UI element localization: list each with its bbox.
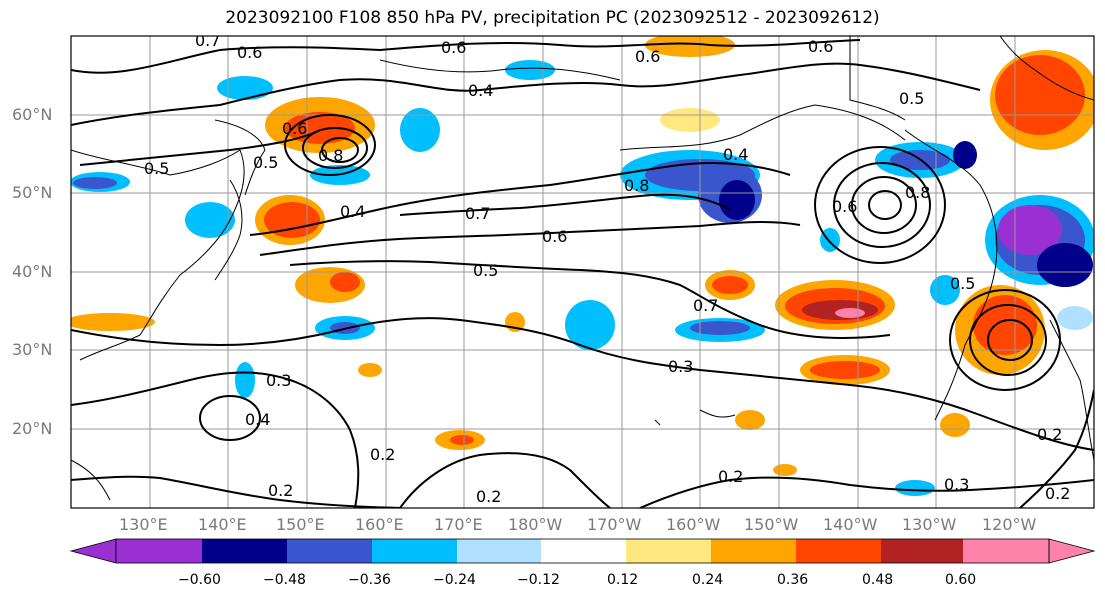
lon-label: 150°E	[276, 515, 325, 534]
contour-label: 0.4	[340, 202, 365, 221]
colorbar-tick-label: −0.24	[433, 572, 476, 588]
colorbar-tick-label: −0.12	[517, 572, 560, 588]
map-frame	[70, 35, 1095, 509]
contour-label: 0.4	[245, 410, 270, 429]
contour-label: 0.2	[718, 467, 743, 486]
contour-label: 0.3	[944, 475, 969, 494]
colorbar-tick-label: −0.36	[348, 572, 391, 588]
colorbar-swatch	[711, 539, 796, 563]
contour-label: 0.8	[318, 146, 343, 165]
contour-label: 0.6	[282, 119, 307, 138]
contour-label: 0.2	[268, 481, 293, 500]
colorbar-tick-label: 0.60	[945, 572, 977, 588]
lon-label: 120°W	[982, 515, 1037, 534]
contour-label: 0.7	[195, 31, 220, 50]
lon-label: 180°W	[508, 515, 563, 534]
colorbar-swatch	[796, 539, 881, 563]
lon-label: 130°W	[902, 515, 957, 534]
contour-label: 0.8	[624, 176, 649, 195]
contour-label: 0.5	[473, 261, 498, 280]
colorbar	[69, 538, 1096, 564]
colorbar-swatch	[541, 539, 626, 563]
lon-label: 130°E	[119, 515, 168, 534]
lon-label: 170°W	[587, 515, 642, 534]
colorbar-swatch	[116, 539, 202, 563]
contour-label: 0.7	[465, 204, 490, 223]
colorbar-tick-label: 0.24	[692, 572, 724, 588]
contour-label: 0.8	[905, 183, 930, 202]
contour-label: 0.3	[266, 371, 291, 390]
colorbar-tick-label: 0.48	[862, 572, 894, 588]
contour-label: 0.4	[723, 145, 748, 164]
colorbar-swatch	[457, 539, 541, 563]
lat-label-20n: 20°N	[12, 419, 53, 438]
contour-label: 0.6	[808, 37, 833, 56]
contour-label: 0.2	[1037, 425, 1062, 444]
contour-label: 0.2	[370, 445, 395, 464]
colorbar-tick-label: 0.36	[777, 572, 809, 588]
pv-contours	[71, 39, 1094, 508]
colorbar-swatch	[287, 539, 372, 563]
colorbar-extend-low	[69, 538, 117, 564]
contour-label: 0.6	[832, 197, 857, 216]
lat-label-60n: 60°N	[12, 105, 53, 124]
colorbar-tick-label: −0.48	[263, 572, 306, 588]
colorbar-swatch	[881, 539, 963, 563]
contour-label: 0.6	[635, 47, 660, 66]
colorbar-swatch	[626, 539, 711, 563]
contour-label: 0.6	[542, 227, 567, 246]
contour-label: 0.4	[468, 81, 493, 100]
colorbar-swatch	[202, 539, 287, 563]
lon-label: 140°W	[823, 515, 878, 534]
contour-labels: 0.7 0.6 0.6 0.6 0.6 0.5 0.4 0.6 0.8 0.5 …	[144, 31, 1070, 506]
lat-label-50n: 50°N	[12, 183, 53, 202]
lon-label: 160°W	[666, 515, 721, 534]
contour-label: 0.2	[476, 487, 501, 506]
map-title: 2023092100 F108 850 hPa PV, precipitatio…	[225, 8, 880, 28]
colorbar-swatch	[372, 539, 457, 563]
contour-label: 0.2	[1045, 484, 1070, 503]
lat-label-30n: 30°N	[12, 340, 53, 359]
lon-label: 140°E	[198, 515, 247, 534]
lon-label: 170°E	[434, 515, 483, 534]
contour-label: 0.6	[441, 38, 466, 57]
contour-label: 0.5	[144, 159, 169, 178]
contour-label: 0.3	[668, 357, 693, 376]
lon-label: 150°W	[744, 515, 799, 534]
lat-label-40n: 40°N	[12, 262, 53, 281]
contour-label: 0.5	[253, 153, 278, 172]
colorbar-tick-label: −0.60	[178, 572, 221, 588]
contour-label: 0.7	[693, 296, 718, 315]
contour-label: 0.5	[950, 274, 975, 293]
contour-label: 0.6	[237, 43, 262, 62]
gridlines	[71, 36, 1094, 508]
lon-label: 160°E	[355, 515, 404, 534]
colorbar-swatch	[963, 539, 1049, 563]
colorbar-extend-high	[1048, 538, 1096, 564]
contour-label: 0.5	[899, 89, 924, 108]
colorbar-tick-label: 0.12	[607, 572, 639, 588]
